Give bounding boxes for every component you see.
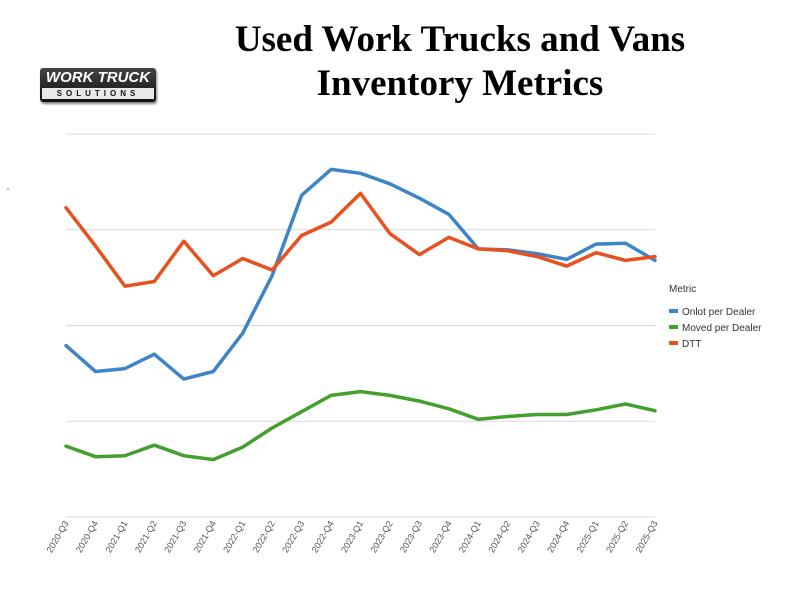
chart-title-line-2: Inventory Metrics [316, 63, 604, 104]
legend-label: DTT [682, 339, 701, 350]
legend-title: Metric [669, 284, 696, 295]
series-line-dtt [64, 191, 657, 288]
x-tick-label: 2022-Q3 [280, 519, 306, 554]
x-tick-label: 2021-Q3 [162, 519, 188, 554]
x-tick-label: 2020-Q3 [45, 519, 71, 554]
x-tick-label: 2023-Q4 [427, 519, 453, 554]
x-tick-label: 2023-Q2 [369, 519, 395, 554]
series-line-onlot [64, 167, 657, 381]
legend-label: Moved per Dealer [682, 323, 762, 334]
x-tick-label: 2024-Q3 [516, 519, 542, 554]
legend-label: Onlot per Dealer [682, 307, 756, 318]
x-tick-label: 2024-Q2 [486, 519, 512, 554]
gridlines [66, 133, 655, 518]
legend-swatch-onlot [669, 309, 678, 313]
logo-text-bottom: SOLUTIONS [42, 88, 154, 99]
x-tick-label: 2024-Q4 [545, 519, 571, 554]
legend-swatch-dtt [669, 341, 678, 345]
x-tick-label: 2022-Q4 [310, 519, 336, 554]
x-tick-label: 2022-Q1 [221, 519, 247, 554]
x-tick-label: 2021-Q1 [103, 519, 129, 554]
chart-title: Used Work Trucks and Vans Inventory Metr… [180, 18, 740, 106]
series-line-moved [64, 389, 657, 462]
x-tick-label: 2025-Q2 [604, 519, 630, 554]
x-tick-label: 2024-Q1 [457, 519, 483, 554]
x-tick-label: 2023-Q3 [398, 519, 424, 554]
x-tick-label: 2020-Q4 [74, 519, 100, 554]
x-tick-label: 2021-Q2 [133, 519, 159, 554]
work-truck-solutions-logo: WORK TRUCK SOLUTIONS [40, 68, 156, 102]
x-tick-label: 2023-Q1 [339, 519, 365, 554]
x-tick-label: 2025-Q3 [634, 519, 660, 554]
chart-title-line-1: Used Work Trucks and Vans [234, 19, 686, 60]
legend: Metric Onlot per Dealer Moved per Dealer DT… [669, 284, 762, 350]
x-tick-label: 2022-Q2 [251, 519, 277, 554]
x-tick-label: 2025-Q1 [575, 519, 601, 554]
stray-dot [7, 188, 9, 190]
x-tick-label: 2021-Q4 [192, 519, 218, 554]
series-lines [64, 167, 657, 462]
logo-text-top: WORK TRUCK [45, 69, 151, 86]
legend-swatch-moved [669, 325, 678, 329]
x-axis-ticks: 2020-Q3 2020-Q4 2021-Q1 2021-Q2 2021-Q3 2021-… [45, 519, 660, 554]
